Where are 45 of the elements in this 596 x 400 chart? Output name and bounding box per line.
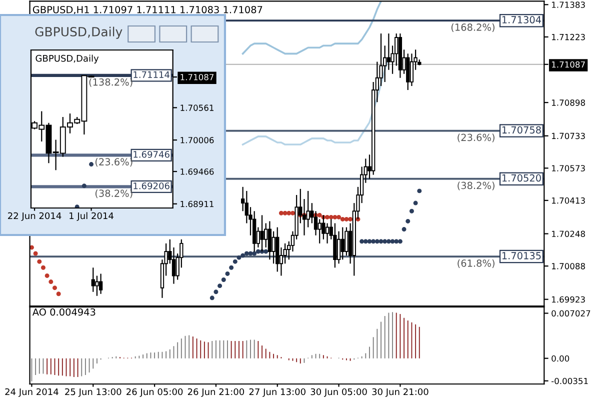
chart-title: GBPUSD,H1 1.71097 1.71111 1.71083 1.71087 (32, 6, 262, 14)
y-tick-label: 1.70006 (180, 137, 214, 144)
y-tick-label: 1.68911 (180, 200, 214, 208)
ref-line-label: 1.71304 (502, 16, 542, 24)
y-tick-label: 1.70248 (552, 230, 585, 238)
ref-line-label: 1.70520 (502, 174, 541, 182)
x-tick-label: 24 Jun 2014 (5, 388, 58, 397)
annotation: (168.2%) (451, 23, 494, 32)
y-tick-label: 1.70413 (552, 197, 585, 204)
ref-line-label: 1.69206 (134, 182, 170, 190)
y-tick-label: 0.007027 (552, 310, 590, 317)
x-tick-label: 27 Jun 13:00 (249, 388, 306, 397)
y-tick-label: 1.70898 (552, 100, 585, 106)
y-tick-label: 1.69466 (180, 168, 214, 175)
y-tick-label: 1.70733 (552, 132, 585, 140)
ref-line-label: 1.71114 (134, 71, 170, 78)
x-tick-label: 30 Jun 21:00 (372, 388, 428, 397)
chart-title: GBPUSD,Daily (35, 26, 122, 39)
annotation: (61.8%) (458, 259, 494, 268)
text: GBPUSD,Daily (36, 54, 99, 64)
x-tick-label: 22 Jun 2014 (8, 212, 62, 221)
x-tick-label: 26 Jun 05:00 (126, 388, 183, 397)
annotation: (38.2%) (95, 189, 132, 198)
y-tick-label: 0.00 (552, 355, 570, 362)
y-tick-label: -0.00351 (552, 378, 588, 384)
y-tick-label: 1.71383 (552, 2, 585, 8)
y-tick-label: 1.70573 (552, 165, 585, 172)
x-tick-label: 26 Jun 21:00 (188, 388, 244, 397)
y-tick-label: 1.70088 (552, 263, 585, 270)
annotation: (23.6%) (95, 158, 132, 167)
y-tick-label: 1.71223 (552, 34, 585, 40)
annotation: (138.2%) (89, 78, 132, 87)
x-tick-label: 25 Jun 13:00 (65, 388, 122, 397)
y-tick-label: 1.69923 (552, 296, 585, 303)
chart-title: AO 0.004943 (32, 308, 96, 316)
annotation: (23.6%) (458, 134, 494, 142)
ref-line-label: 1.70758 (502, 126, 541, 134)
y-tick-label: 1.70561 (180, 104, 214, 111)
ref-line-label: 1.70135 (502, 252, 541, 260)
y-tick-label: 1.71087 (552, 61, 585, 68)
annotation: (38.2%) (458, 182, 494, 190)
ref-line-label: 1.69746 (134, 150, 170, 158)
x-tick-label: 30 Jun 05:00 (310, 388, 367, 397)
x-tick-label: 1 Jul 2014 (70, 212, 114, 221)
y-tick-label: 1.71087 (180, 74, 214, 80)
